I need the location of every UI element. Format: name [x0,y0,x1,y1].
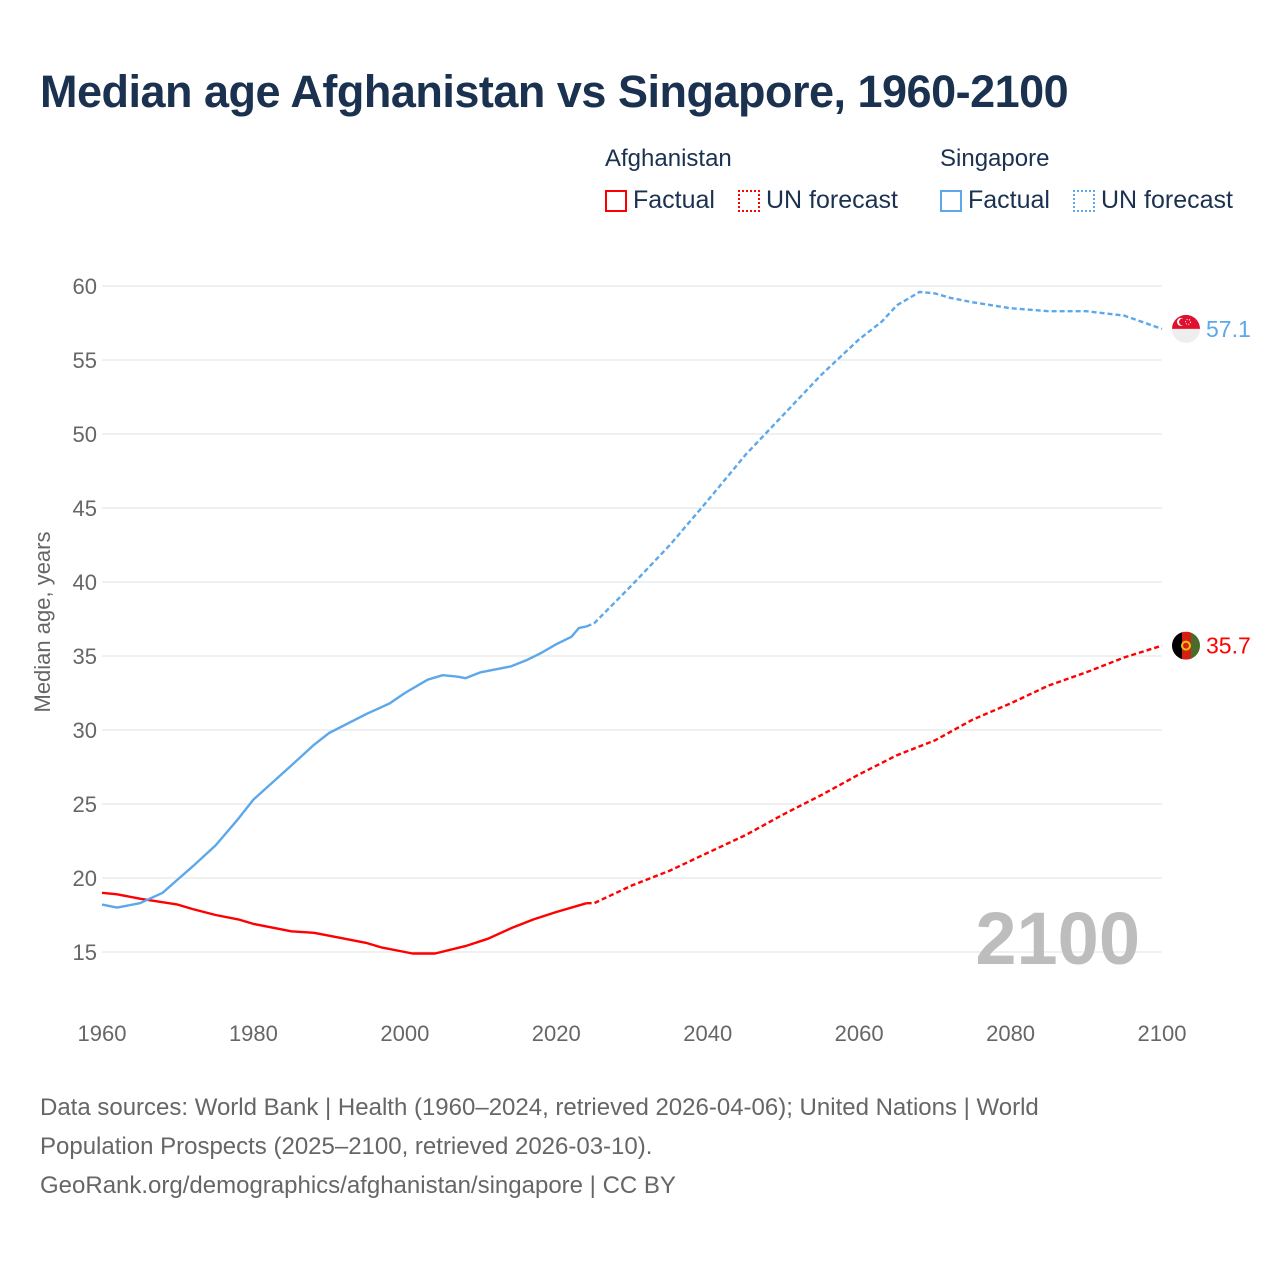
singapore-end-value-label: 57.1 [1206,316,1251,342]
flag-crescent-cut [1179,318,1186,326]
legend-group-singapore: Singapore [940,145,1050,172]
legend-label: UN forecast [1101,186,1233,214]
legend-afghanistan-factual[interactable]: Factual [605,186,715,215]
legend-label: UN forecast [766,186,898,214]
legend-swatch-dotted [738,189,760,212]
x-tick-label: 2100 [1138,1021,1187,1046]
x-tick-label: 2060 [835,1021,884,1046]
singapore-flag-icon [1172,314,1200,343]
legend-swatch-solid [940,189,962,212]
afghanistan-end-value-label: 35.7 [1206,633,1251,659]
y-tick-label: 35 [73,644,97,669]
singapore-factual-line [101,625,587,909]
legend-label: Factual [968,186,1050,214]
x-tick-label: 2040 [683,1021,732,1046]
y-tick-label: 55 [73,348,97,373]
flag-stars [1185,318,1191,325]
legend-singapore-forecast[interactable]: UN forecast [1073,186,1233,215]
flag-white [1172,328,1200,343]
y-tick-label: 15 [73,940,97,965]
chart-title: Median age Afghanistan vs Singapore, 196… [40,66,1069,117]
footer-sources-cont: Population Prospects (2025–2100, retriev… [40,1133,653,1160]
x-tick-label: 1980 [229,1021,278,1046]
y-tick-label: 50 [73,422,97,447]
y-tick-label: 45 [73,496,97,521]
y-axis-label: Median age, years [30,532,55,713]
legend-swatch-solid [605,189,627,212]
flag-black [1172,631,1182,660]
flag-body [1172,314,1200,343]
y-tick-label: 60 [73,274,97,299]
legend-afghanistan-forecast[interactable]: UN forecast [738,186,898,215]
afghanistan-forecast-line [586,644,1163,905]
x-tick-label: 1960 [78,1021,127,1046]
y-tick-label: 25 [73,792,97,817]
x-tick-label: 2080 [986,1021,1035,1046]
y-tick-label: 40 [73,570,97,595]
legend-singapore-factual[interactable]: Factual [940,186,1050,215]
line-chart: 15 20 25 30 35 40 45 50 55 60 1960 1980 2000 2020 2040… [30,274,1251,1046]
x-tick-label: 2020 [532,1021,581,1046]
footer: Data sources: World Bank | Health (1960–… [40,1088,1190,1205]
footer-link[interactable]: GeoRank.org/demographics/afghanistan/sin… [40,1172,676,1199]
y-tick-label: 30 [73,718,97,743]
footer-sources: Data sources: World Bank | Health (1960–… [40,1094,1039,1121]
flag-emblem [1181,640,1191,651]
year-watermark: 2100 [975,897,1140,980]
legend-label: Factual [633,186,715,214]
singapore-forecast-line [586,290,1163,628]
afghanistan-factual-line [101,891,587,955]
afghanistan-flag-icon [1172,631,1200,660]
y-tick-label: 20 [73,866,97,891]
flag-red [1182,631,1191,660]
flag-green [1191,631,1200,660]
flag-body [1172,631,1200,660]
legend-group-afghanistan: Afghanistan [605,145,732,172]
x-tick-label: 2000 [380,1021,429,1046]
legend-swatch-dotted [1073,189,1095,212]
